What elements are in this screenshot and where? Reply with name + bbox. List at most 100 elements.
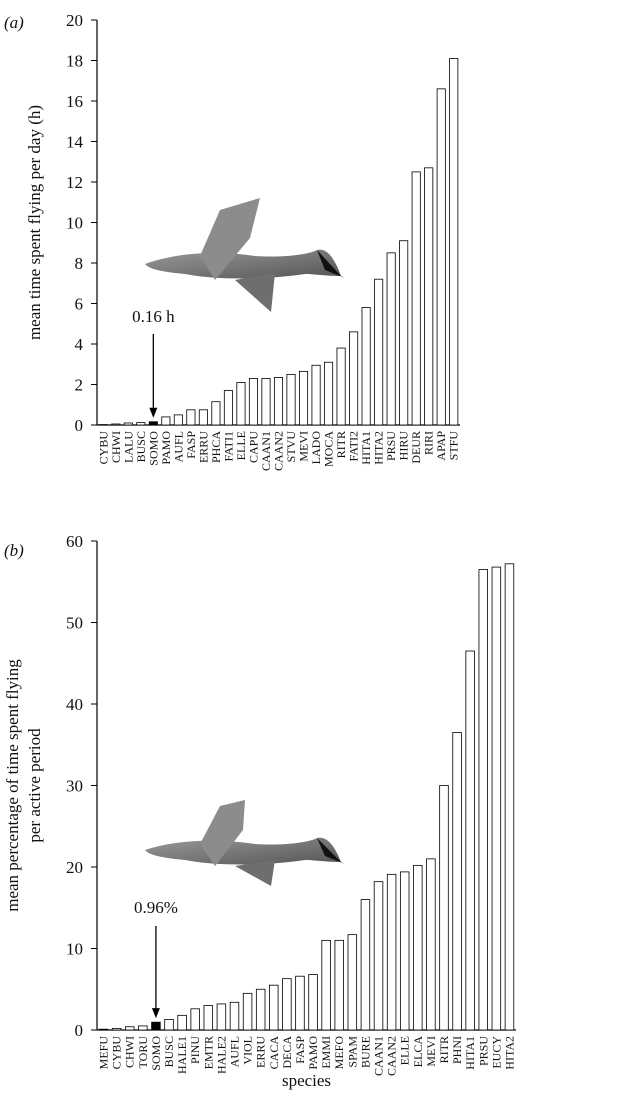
x-tick-label: FASP <box>184 431 198 459</box>
bar <box>211 401 221 426</box>
y-tick-label: 12 <box>66 173 83 192</box>
bar <box>347 934 358 1031</box>
x-tick-label: HITA2 <box>502 1036 516 1070</box>
bar <box>190 1008 200 1031</box>
x-tick-label: MEVI <box>424 1036 438 1067</box>
x-tick-label: PAMO <box>306 1036 320 1070</box>
y-tick-label: 4 <box>75 335 84 354</box>
x-tick-label: LALU <box>121 431 135 463</box>
x-tick-label: PHNI <box>450 1036 464 1064</box>
x-tick-label: CAAN1 <box>372 1036 386 1076</box>
bar <box>386 873 397 1031</box>
bar <box>161 416 171 426</box>
x-tick-label: ELLE <box>234 431 248 460</box>
bar <box>229 1001 240 1031</box>
bar <box>504 563 515 1031</box>
bar <box>413 864 423 1031</box>
duck-illustration <box>145 198 345 312</box>
x-tick-label: AUFL <box>227 1036 241 1067</box>
bar <box>424 167 434 426</box>
bar <box>98 1028 109 1031</box>
y-tick-label: 16 <box>66 92 83 111</box>
bar <box>223 390 233 426</box>
bar <box>236 382 246 426</box>
x-tick-label: CHWI <box>123 1036 137 1068</box>
bar <box>491 566 502 1031</box>
bar <box>374 278 384 426</box>
y-tick-label: 50 <box>66 614 83 633</box>
x-tick-label: VIOL <box>241 1036 255 1065</box>
bar <box>186 409 196 426</box>
x-tick-label: EMMI <box>319 1036 333 1069</box>
x-tick-label: CHWI <box>109 431 123 463</box>
x-tick-label: MEFO <box>332 1036 346 1070</box>
bar <box>286 373 296 426</box>
x-tick-label: AUFL <box>171 431 185 462</box>
y-tick-label: 18 <box>66 52 83 71</box>
x-tick-label: CAPU <box>246 431 260 463</box>
x-tick-label: CACA <box>267 1036 281 1070</box>
x-tick-label: FATI2 <box>347 431 361 461</box>
bar <box>311 364 321 426</box>
y-axis-label: mean time spent flying per day (h) <box>25 105 44 340</box>
x-tick-label: HALE1 <box>175 1036 189 1074</box>
y-tick-label: 14 <box>66 133 84 152</box>
x-tick-label: FATI1 <box>221 431 235 461</box>
panel-label: (a) <box>4 13 24 32</box>
x-tick-label: STVU <box>284 431 298 463</box>
bar <box>255 988 266 1031</box>
x-tick-label: HIRU <box>397 431 411 461</box>
bar <box>111 1027 122 1031</box>
bar <box>198 409 208 426</box>
bar <box>203 1005 214 1031</box>
x-tick-label: APAP <box>434 431 448 461</box>
bar <box>449 58 459 426</box>
bar <box>216 1003 227 1031</box>
bar <box>436 88 446 426</box>
bar <box>349 331 359 426</box>
bar <box>411 171 421 426</box>
bar <box>177 1014 187 1031</box>
annotation: 0.16 h <box>132 307 175 326</box>
x-tick-label: CAAN1 <box>259 431 273 471</box>
bar <box>439 785 449 1031</box>
y-tick-label: 40 <box>66 695 83 714</box>
x-tick-label: CAAN2 <box>385 1036 399 1076</box>
y-tick-label: 10 <box>66 940 83 959</box>
x-tick-label: RIRI <box>422 431 436 455</box>
bar <box>360 899 371 1031</box>
bar <box>269 984 279 1031</box>
y-tick-label: 10 <box>66 214 83 233</box>
bar <box>295 975 305 1031</box>
panel-label: (b) <box>4 541 24 560</box>
x-tick-label: SOMO <box>146 431 160 466</box>
x-tick-label: LADO <box>309 431 323 465</box>
x-tick-label: CYBU <box>96 431 110 465</box>
annotation-arrowhead <box>149 407 158 418</box>
x-tick-label: CYBU <box>110 1036 124 1070</box>
x-tick-label: RITR <box>437 1036 451 1063</box>
x-tick-label: EMTR <box>201 1036 215 1069</box>
bar <box>386 252 396 426</box>
bar <box>242 992 253 1031</box>
bar <box>125 1026 135 1031</box>
bar <box>361 307 371 426</box>
bar <box>399 871 410 1031</box>
y-tick-label: 0 <box>75 1021 84 1040</box>
x-tick-label: PRSU <box>384 431 398 461</box>
x-tick-label: PRSU <box>476 1036 490 1066</box>
annotation-arrowhead <box>151 1008 160 1019</box>
y-tick-label: 30 <box>66 777 83 796</box>
x-axis-label: species <box>282 1071 331 1090</box>
x-tick-label: DECA <box>280 1036 294 1069</box>
bar <box>136 422 146 426</box>
x-tick-label: HALE2 <box>214 1036 228 1074</box>
x-tick-label: HITA1 <box>359 431 373 465</box>
x-tick-label: TORU <box>136 1036 150 1069</box>
y-tick-label: 20 <box>66 11 83 30</box>
x-tick-label: MEFU <box>97 1036 111 1070</box>
duck-illustration <box>145 800 345 886</box>
bar <box>151 1021 161 1031</box>
bar <box>173 414 183 426</box>
